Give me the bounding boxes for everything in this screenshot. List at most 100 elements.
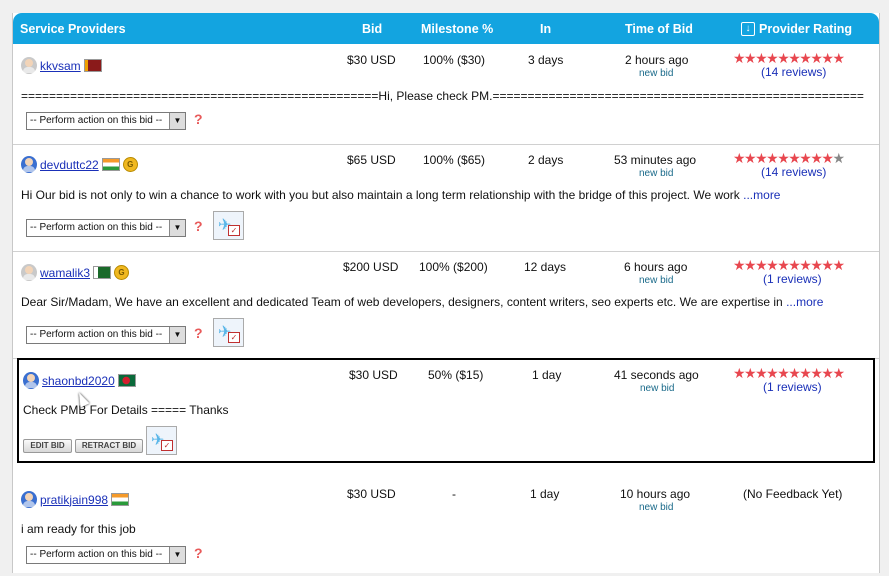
chevron-down-icon: ▼ <box>169 220 185 236</box>
help-icon[interactable]: ? <box>194 545 203 561</box>
provider: kkvsam <box>21 57 102 74</box>
milestone: - <box>452 487 456 501</box>
provider: wamalik3 G <box>21 264 130 281</box>
bid-amount: $65 USD <box>347 153 396 167</box>
table-row: kkvsam $30 USD 100% ($30) 3 days 2 hours… <box>13 44 879 145</box>
table-row: pratikjain998 $30 USD - 1 day 10 hours a… <box>13 466 879 576</box>
delivery-time: 3 days <box>528 53 564 67</box>
milestone: 100% ($30) <box>423 53 486 67</box>
bid-description: i am ready for this job <box>21 522 136 536</box>
reviews-link[interactable]: (14 reviews) <box>761 165 827 179</box>
bid-amount: $30 USD <box>347 487 396 501</box>
india-flag-icon <box>101 158 120 171</box>
sort-down-icon[interactable]: ↓ <box>741 22 755 36</box>
workroom-icon[interactable]: ✈ ✓ <box>213 318 244 347</box>
own-bid-row: shaonbd2020 $30 USD 50% ($15) 1 day 41 s… <box>17 358 875 463</box>
rating-stars: ★★★★★★★★★★ <box>733 50 845 66</box>
more-link[interactable]: ...more <box>743 188 781 202</box>
delivery-time: 2 days <box>528 153 564 167</box>
milestone: 100% ($65) <box>423 153 486 167</box>
table-row: devduttc22 G $65 USD 100% ($65) 2 days 5… <box>13 145 879 252</box>
avatar <box>21 264 37 281</box>
delivery-time: 1 day <box>530 487 560 501</box>
provider: pratikjain998 <box>21 491 130 508</box>
provider-username[interactable]: devduttc22 <box>40 157 99 172</box>
select-value: -- Perform action on this bid -- <box>30 549 163 560</box>
perform-action-select[interactable]: -- Perform action on this bid -- ▼ <box>26 219 186 237</box>
avatar <box>21 491 37 508</box>
header-time-of-bid[interactable]: Time of Bid <box>625 22 693 36</box>
header-service-providers[interactable]: Service Providers <box>20 22 126 36</box>
rating-stars: ★★★★★★★★★★ <box>733 150 845 166</box>
time-of-bid: 6 hours ago <box>624 260 688 274</box>
bids-panel: Service Providers Bid Milestone % In Tim… <box>12 13 880 573</box>
select-value: -- Perform action on this bid -- <box>30 329 163 340</box>
time-of-bid: 53 minutes ago <box>614 153 697 167</box>
table-row: wamalik3 G $200 USD 100% ($200) 12 days … <box>13 252 879 359</box>
chevron-down-icon: ▼ <box>169 327 185 343</box>
avatar <box>23 372 39 389</box>
pakistan-flag-icon <box>93 266 112 279</box>
time-of-bid: 41 seconds ago <box>614 368 699 382</box>
description-text: Dear Sir/Madam, We have an excellent and… <box>21 295 787 309</box>
bangladesh-flag-icon <box>117 374 136 387</box>
avatar <box>21 156 37 173</box>
bid-description: Dear Sir/Madam, We have an excellent and… <box>21 295 823 309</box>
table-header: Service Providers Bid Milestone % In Tim… <box>13 13 879 44</box>
bid-amount: $200 USD <box>343 260 399 274</box>
milestone: 100% ($200) <box>419 260 488 274</box>
gold-badge-icon: G <box>114 265 130 280</box>
milestone: 50% ($15) <box>428 368 484 382</box>
delivery-time: 12 days <box>524 260 567 274</box>
perform-action-select[interactable]: -- Perform action on this bid -- ▼ <box>26 546 186 564</box>
new-bid-tag: new bid <box>639 502 674 513</box>
chevron-down-icon: ▼ <box>169 113 185 129</box>
header-in[interactable]: In <box>540 22 552 36</box>
perform-action-select[interactable]: -- Perform action on this bid -- ▼ <box>26 326 186 344</box>
rating-stars: ★★★★★★★★★★ <box>733 257 845 273</box>
provider: devduttc22 G <box>21 156 138 173</box>
workroom-icon[interactable]: ✈ ✓ <box>146 426 177 455</box>
avatar <box>21 57 37 74</box>
help-icon[interactable]: ? <box>194 325 203 341</box>
time-of-bid: 2 hours ago <box>625 53 689 67</box>
select-value: -- Perform action on this bid -- <box>30 222 163 233</box>
rating-text: (No Feedback Yet) <box>743 487 843 501</box>
header-milestone[interactable]: Milestone % <box>421 22 494 36</box>
reviews-link[interactable]: (1 reviews) <box>763 272 822 286</box>
header-bid[interactable]: Bid <box>362 22 383 36</box>
sri-lanka-flag-icon <box>83 59 102 72</box>
bid-description: Check PMB For Details ===== Thanks <box>23 403 229 417</box>
time-of-bid: 10 hours ago <box>620 487 691 501</box>
bid-amount: $30 USD <box>347 53 396 67</box>
description-text: Hi Our bid is not only to win a chance t… <box>21 188 744 202</box>
bid-description: Hi Our bid is not only to win a chance t… <box>21 188 780 202</box>
new-bid-tag: new bid <box>639 275 674 286</box>
provider-username[interactable]: kkvsam <box>40 58 81 73</box>
delivery-time: 1 day <box>532 368 562 382</box>
new-bid-tag: new bid <box>639 68 674 79</box>
india-flag-icon <box>111 493 130 506</box>
provider: shaonbd2020 <box>23 372 136 389</box>
workroom-icon[interactable]: ✈ ✓ <box>213 211 244 240</box>
reviews-link[interactable]: (14 reviews) <box>761 65 827 79</box>
perform-action-select[interactable]: -- Perform action on this bid -- ▼ <box>26 112 186 130</box>
select-value: -- Perform action on this bid -- <box>30 115 163 126</box>
provider-username[interactable]: wamalik3 <box>40 265 91 280</box>
retract-bid-button[interactable]: RETRACT BID <box>75 439 143 453</box>
help-icon[interactable]: ? <box>194 111 203 127</box>
gold-badge-icon: G <box>122 157 138 172</box>
more-link[interactable]: ...more <box>786 295 824 309</box>
bid-amount: $30 USD <box>349 368 398 382</box>
bid-description: ========================================… <box>21 89 864 103</box>
help-icon[interactable]: ? <box>194 218 203 234</box>
new-bid-tag: new bid <box>639 168 674 179</box>
edit-bid-button[interactable]: EDIT BID <box>23 439 72 453</box>
provider-username[interactable]: shaonbd2020 <box>42 373 115 388</box>
chevron-down-icon: ▼ <box>169 547 185 563</box>
rating-stars: ★★★★★★★★★★ <box>733 365 845 381</box>
new-bid-tag: new bid <box>640 383 675 394</box>
reviews-link[interactable]: (1 reviews) <box>763 380 822 394</box>
provider-username[interactable]: pratikjain998 <box>40 492 109 507</box>
header-provider-rating[interactable]: ↓ Provider Rating <box>741 22 852 36</box>
